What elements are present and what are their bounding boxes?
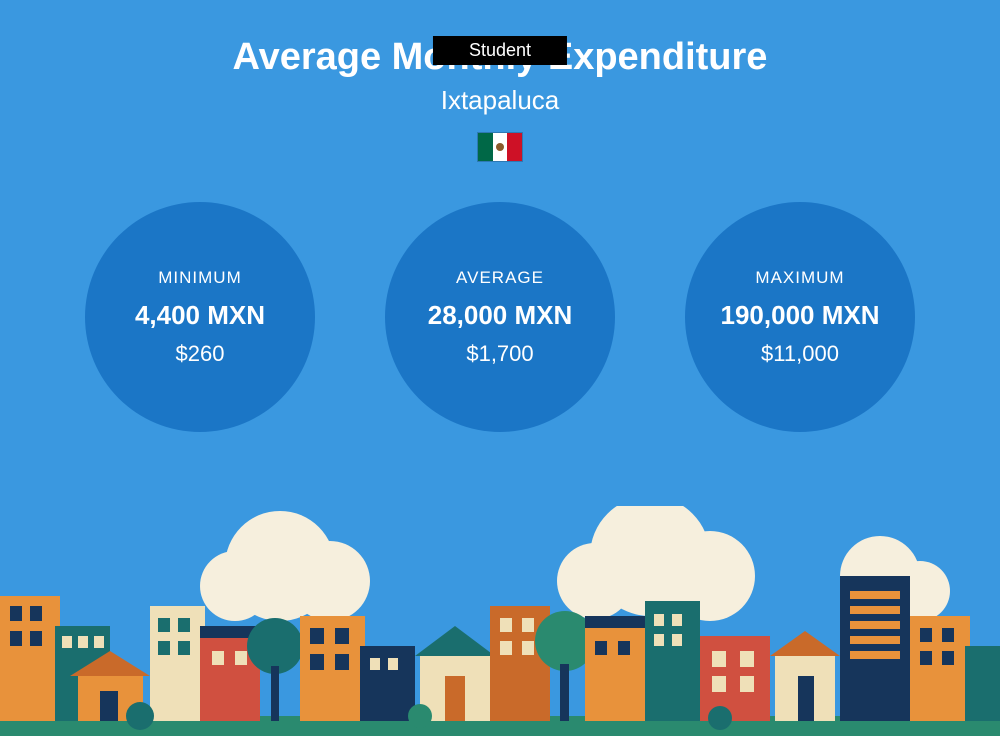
city-name: Ixtapaluca xyxy=(0,85,1000,116)
flag-stripe-red xyxy=(507,133,522,161)
stat-local-value: 190,000 MXN xyxy=(721,300,880,331)
stat-minimum: MINIMUM 4,400 MXN $260 xyxy=(85,202,315,432)
flag-stripe-white xyxy=(493,133,508,161)
stat-maximum: MAXIMUM 190,000 MXN $11,000 xyxy=(685,202,915,432)
stat-average: AVERAGE 28,000 MXN $1,700 xyxy=(385,202,615,432)
flag-stripe-green xyxy=(478,133,493,161)
stat-label: AVERAGE xyxy=(456,268,544,288)
stat-usd-value: $260 xyxy=(176,341,225,367)
stat-usd-value: $11,000 xyxy=(761,341,839,367)
stats-row: MINIMUM 4,400 MXN $260 AVERAGE 28,000 MX… xyxy=(0,202,1000,432)
category-badge: Student xyxy=(433,36,567,65)
stat-local-value: 4,400 MXN xyxy=(135,300,265,331)
cityscape-illustration xyxy=(0,506,1000,736)
flag-emblem xyxy=(496,143,504,151)
stat-usd-value: $1,700 xyxy=(466,341,533,367)
stat-label: MINIMUM xyxy=(158,268,241,288)
country-flag xyxy=(477,132,523,162)
stat-label: MAXIMUM xyxy=(755,268,844,288)
stat-local-value: 28,000 MXN xyxy=(428,300,573,331)
